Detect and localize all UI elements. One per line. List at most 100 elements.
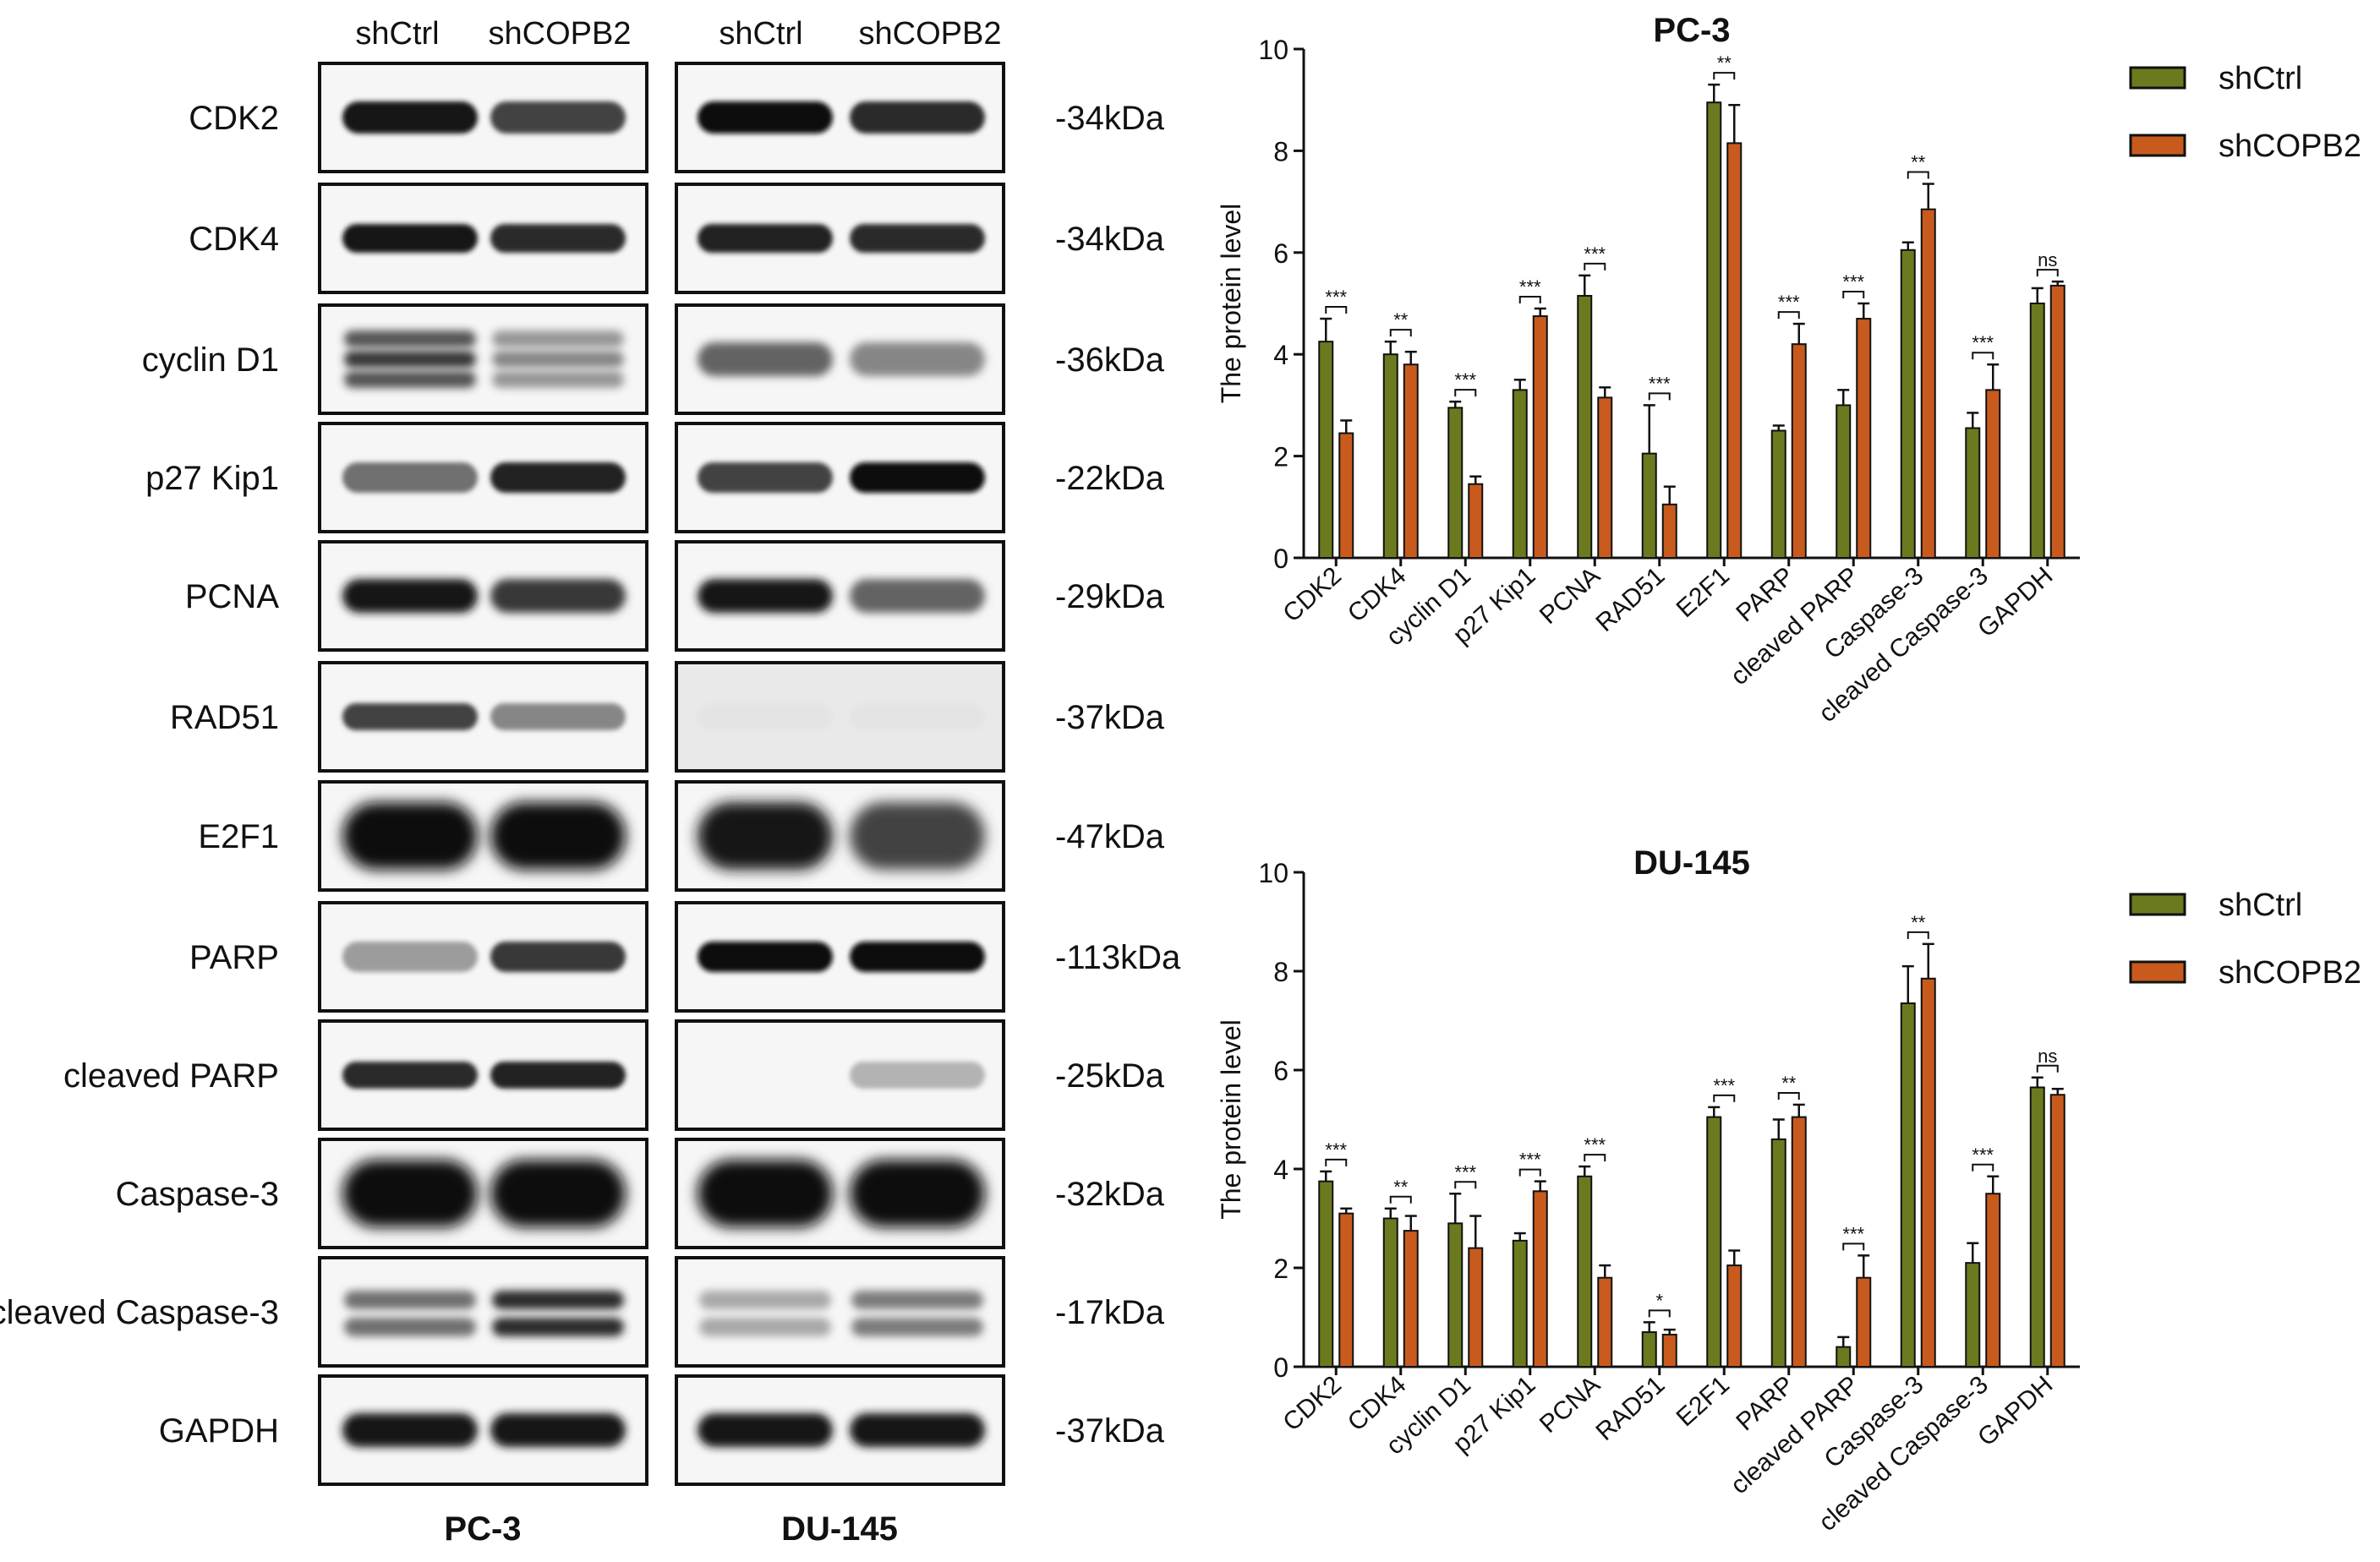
bar-shctrl: [2029, 303, 2045, 559]
blot-panel-frame: [675, 183, 1005, 294]
significance-bracket: [1972, 1163, 1994, 1172]
blot-band: [698, 342, 833, 376]
bar-shcopb2: [1856, 318, 1872, 559]
blot-cell-line-label: DU-145: [781, 1510, 898, 1548]
blot-band: [490, 703, 626, 730]
blot-row-label: CDK2: [189, 100, 279, 137]
blot-panel-frame: [675, 661, 1005, 773]
blot-panel-frame: [675, 780, 1005, 892]
significance-label: ***: [1972, 1144, 1994, 1166]
y-axis-label: The protein level: [1216, 1019, 1246, 1220]
bar-shcopb2: [1920, 208, 1936, 559]
blot-band: [698, 101, 833, 134]
bar-shctrl: [2029, 1086, 2045, 1368]
blot-row-label: PCNA: [185, 578, 279, 615]
blot-band: [342, 942, 478, 972]
blot-band: [492, 351, 624, 368]
bar-shcopb2: [1403, 1230, 1419, 1368]
significance-bracket: [1325, 306, 1348, 314]
significance-label: *: [1655, 1290, 1663, 1311]
significance-bracket: [2036, 1064, 2059, 1073]
significance-bracket: [1454, 389, 1477, 397]
significance-label: ***: [1649, 373, 1671, 394]
significance-label: ***: [1325, 1139, 1347, 1161]
blot-band: [850, 101, 985, 134]
x-tick-label: E2F1: [1671, 1371, 1735, 1433]
bar-shcopb2: [1338, 1212, 1354, 1368]
legend-swatch: [2129, 960, 2186, 984]
significance-bracket: [1842, 1242, 1865, 1251]
bar-shcopb2: [2049, 284, 2065, 559]
bar-shctrl: [1900, 1002, 1916, 1368]
bar-shctrl: [1447, 1222, 1464, 1368]
blot-band: [490, 101, 626, 134]
blot-band: [850, 1413, 985, 1447]
blot-cell-line-label: PC-3: [444, 1510, 521, 1548]
significance-bracket: [1454, 1181, 1477, 1189]
blot-band: [698, 703, 833, 730]
blot-panel-frame: [675, 1019, 1005, 1131]
blot-panel-frame: [318, 1019, 648, 1131]
blot-panel-frame: [318, 661, 648, 773]
blot-band: [492, 1318, 624, 1336]
blot-row-label: E2F1: [198, 818, 279, 855]
blot-band: [344, 1291, 476, 1309]
significance-bracket: [1584, 1154, 1606, 1162]
blot-band: [490, 224, 626, 253]
blot-band: [850, 802, 985, 870]
bar-shcopb2: [1726, 1264, 1743, 1368]
blot-band: [850, 224, 985, 253]
blot-band: [698, 1413, 833, 1447]
significance-label: **: [1717, 52, 1732, 74]
blot-band: [344, 1318, 476, 1336]
significance-bracket: [1777, 1091, 1800, 1100]
blot-panel-frame: [675, 62, 1005, 173]
chart-title: PC-3: [1653, 12, 1730, 49]
significance-label: **: [1781, 1073, 1797, 1094]
y-tick-label: 2: [1273, 442, 1288, 472]
x-tick-label: E2F1: [1671, 562, 1735, 624]
legend-label: shCtrl: [2219, 888, 2302, 923]
blot-band: [698, 802, 833, 870]
bar-shctrl: [1965, 1262, 1981, 1368]
blot-row-label: CDK4: [189, 221, 279, 258]
western-blot: shCtrl shCOPB2 shCtrl shCOPB2 CDK2 -34kDa CDK4…: [0, 16, 1181, 1548]
significance-label: ***: [1842, 271, 1864, 292]
y-tick-label: 4: [1273, 340, 1288, 370]
blot-panel-frame: [675, 303, 1005, 415]
blot-band: [490, 1413, 626, 1447]
blot-column-label: shCOPB2: [489, 16, 632, 52]
bar-shcopb2: [1985, 389, 2001, 559]
y-tick-label: 6: [1273, 1056, 1288, 1086]
significance-label: **: [1911, 912, 1926, 933]
bar-shctrl: [1706, 1116, 1722, 1368]
blot-panel-frame: [318, 1256, 648, 1368]
bar-shctrl: [1706, 101, 1722, 559]
y-axis-label: The protein level: [1216, 204, 1246, 404]
bar-shcopb2: [1403, 363, 1419, 559]
legend-label: shCOPB2: [2219, 955, 2361, 991]
blot-panel-frame: [318, 901, 648, 1013]
legend-swatch: [2129, 66, 2186, 90]
significance-bracket: [1713, 1094, 1736, 1102]
bar-shctrl: [1965, 427, 1981, 559]
y-tick-label: 0: [1273, 1352, 1288, 1383]
bar-shcopb2: [1791, 343, 1807, 559]
blot-mw-label: -36kDa: [1055, 341, 1165, 379]
blot-column-label: shCOPB2: [859, 16, 1002, 52]
blot-band: [850, 342, 985, 376]
blot-band: [344, 330, 476, 347]
blot-panel-frame: [675, 1138, 1005, 1249]
significance-label: ***: [1972, 332, 1994, 353]
blot-row-label: PARP: [189, 939, 279, 976]
bar-shctrl: [1382, 353, 1398, 560]
bar-shctrl: [1577, 1175, 1593, 1368]
blot-panel-frame: [318, 780, 648, 892]
bar-shcopb2: [1532, 1190, 1548, 1368]
blot-panel-frame: [318, 1374, 648, 1486]
bar-shcopb2: [1726, 142, 1743, 559]
bar-shcopb2: [2049, 1094, 2065, 1368]
blot-band: [492, 330, 624, 347]
legend-label: shCOPB2: [2219, 128, 2361, 164]
